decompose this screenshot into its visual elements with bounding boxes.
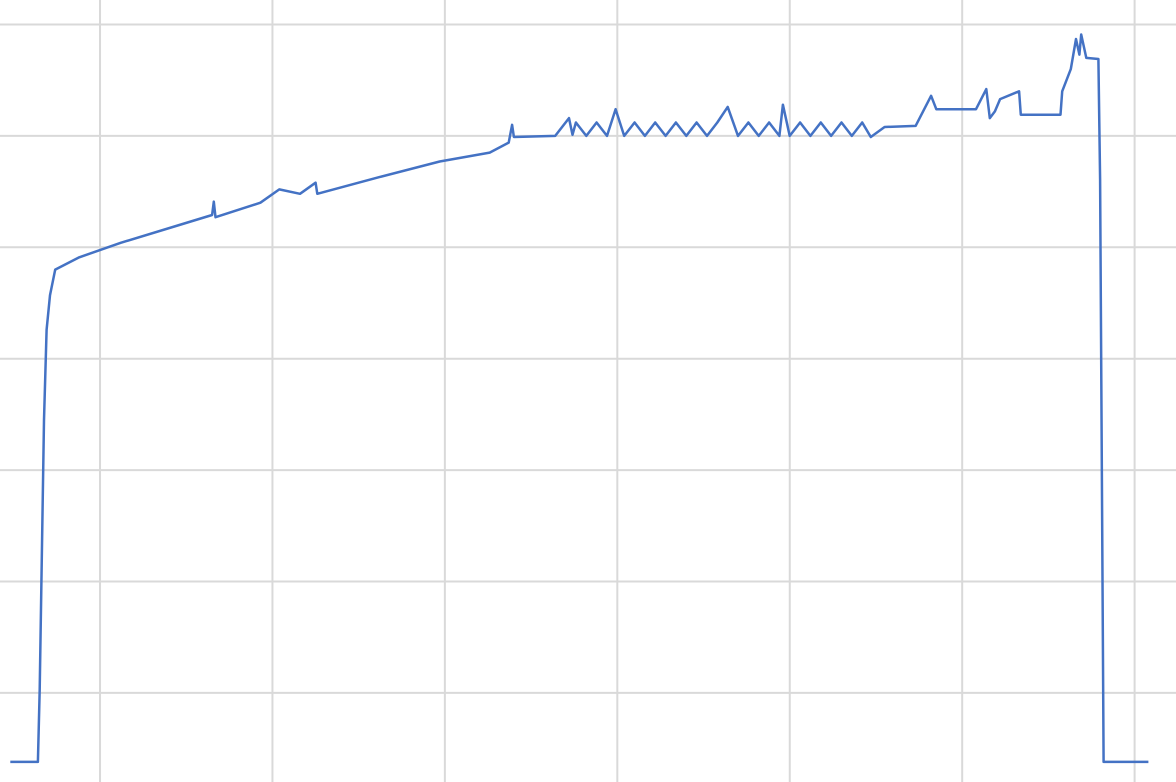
data-line xyxy=(10,33,1149,764)
